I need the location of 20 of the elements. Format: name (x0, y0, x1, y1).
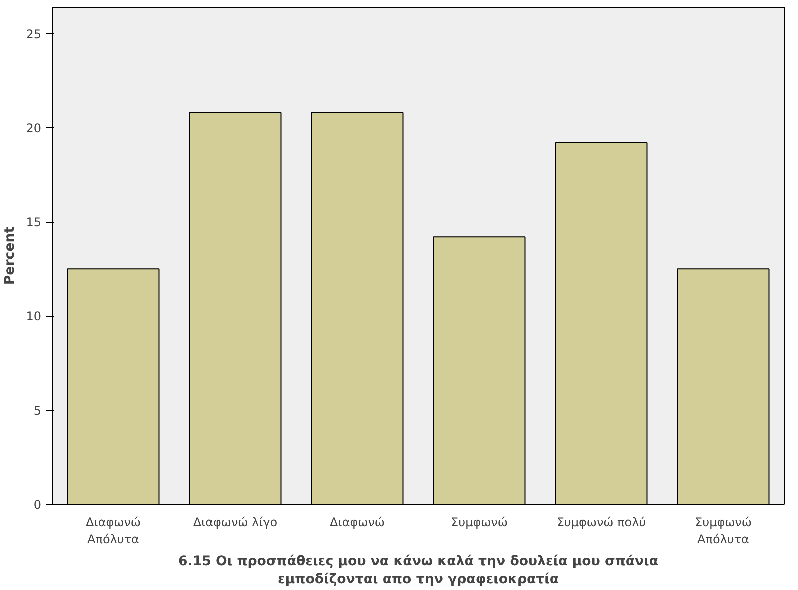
y-tick-label: 15 (26, 216, 42, 230)
bar (189, 112, 282, 504)
x-tick-label: Συμφωνώ πολύ (556, 516, 646, 530)
x-tick-label: Διαφωνώ λίγο (193, 516, 278, 530)
y-tick-label: 0 (34, 498, 42, 512)
y-axis-title: Percent (3, 226, 18, 286)
y-tick-label: 20 (26, 121, 42, 136)
x-tick-label: Διαφωνώ (330, 516, 385, 530)
x-tick-label: Συμφωνώ (451, 516, 508, 530)
bar (67, 268, 160, 504)
bar (311, 112, 404, 504)
y-tick-label: 5 (34, 404, 42, 418)
x-tick-label: Συμφωνώ Απόλυτα (695, 516, 752, 546)
x-tick-label: Διαφωνώ Απόλυτα (86, 516, 141, 546)
bar (433, 236, 526, 504)
y-tick-label: 10 (26, 310, 42, 324)
y-tick-label: 25 (26, 27, 42, 42)
x-axis-title: 6.15 Οι προσπάθειες μου να κάνω καλά την δουλεία μου σπάνια εμποδίζονται απο την γραφειοκρατία (178, 554, 658, 588)
bar (555, 142, 648, 504)
bar (677, 268, 770, 504)
